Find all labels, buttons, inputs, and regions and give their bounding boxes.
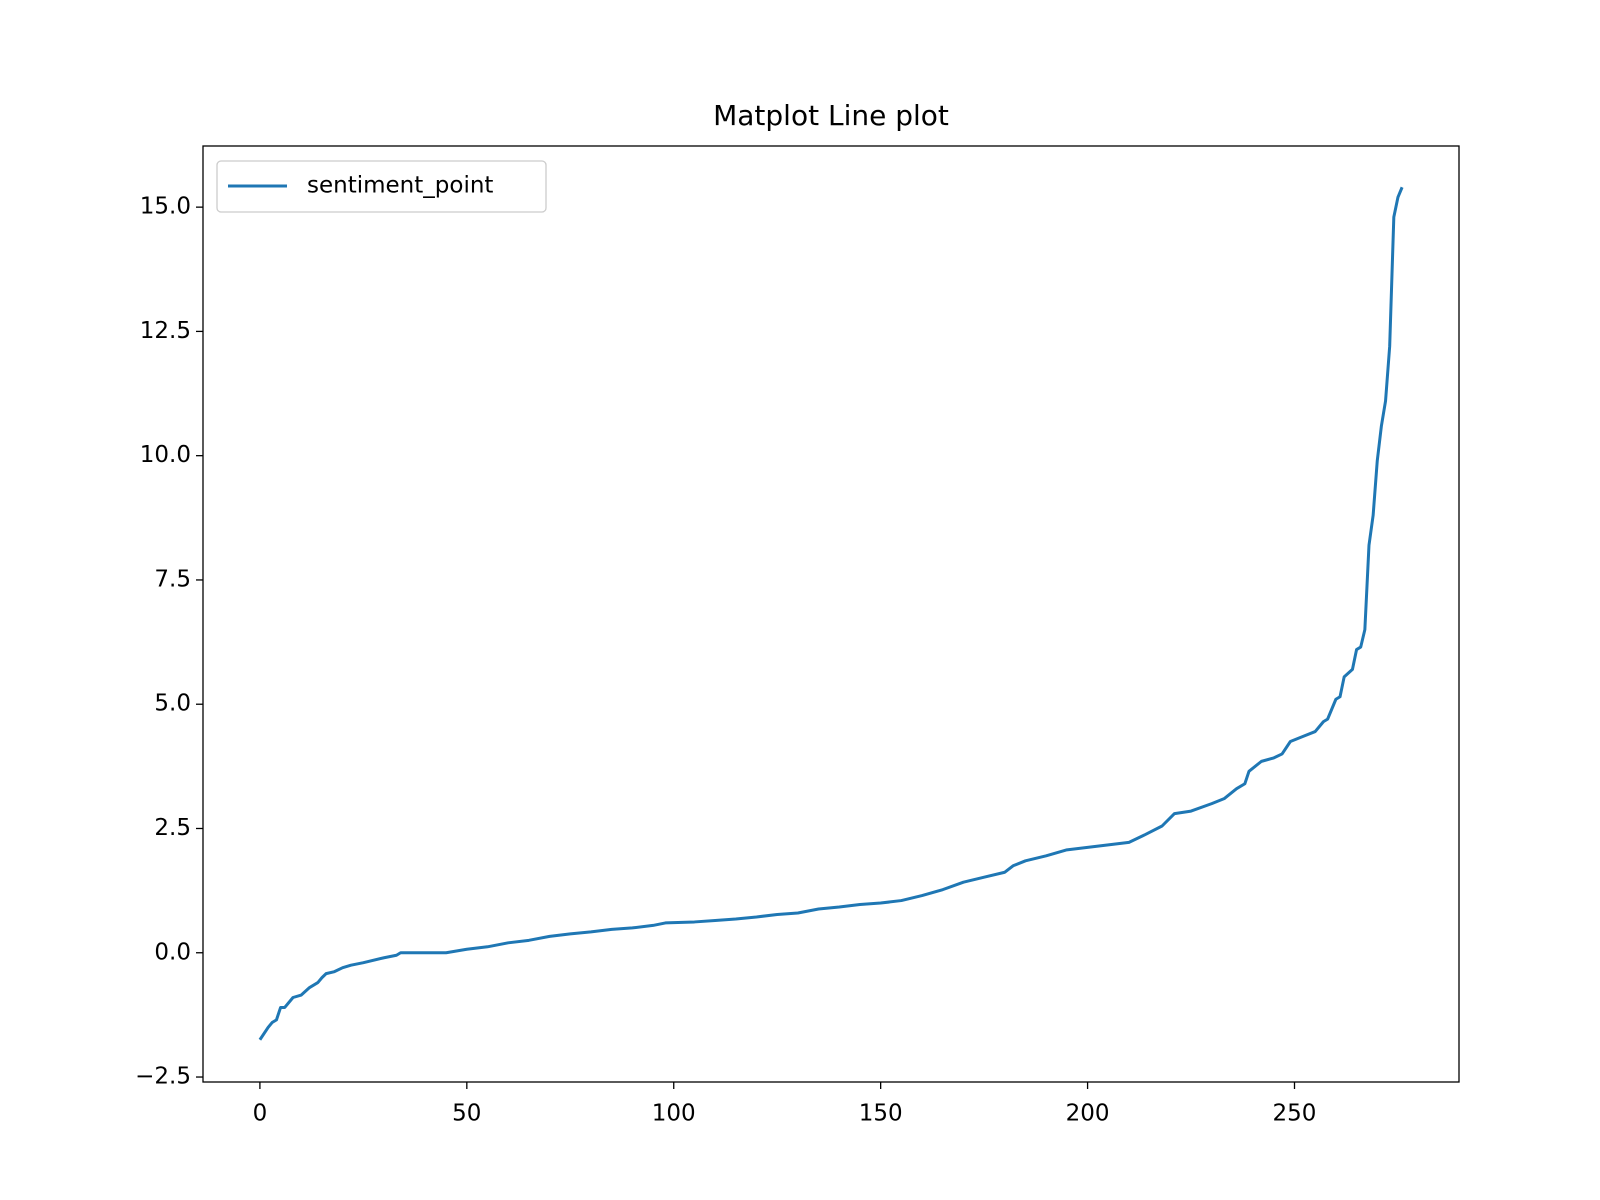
y-tick-label: −2.5 xyxy=(135,1064,191,1090)
chart-title: Matplot Line plot xyxy=(713,99,949,132)
x-tick-label: 0 xyxy=(253,1101,268,1127)
x-tick-label: 200 xyxy=(1066,1101,1110,1127)
y-tick-label: 12.5 xyxy=(140,318,191,344)
x-tick-label: 100 xyxy=(652,1101,696,1127)
y-tick-label: 2.5 xyxy=(154,815,191,841)
x-tick-label: 50 xyxy=(452,1101,481,1127)
y-tick-label: 0.0 xyxy=(154,939,191,965)
y-tick-label: 5.0 xyxy=(154,691,191,717)
legend-label: sentiment_point xyxy=(307,173,493,199)
y-tick-label: 7.5 xyxy=(154,566,191,592)
x-tick-label: 150 xyxy=(859,1101,903,1127)
y-tick-label: 10.0 xyxy=(140,442,191,468)
y-tick-label: 15.0 xyxy=(140,194,191,220)
legend-box xyxy=(216,160,547,213)
line-series xyxy=(258,186,1404,1041)
plot-frame xyxy=(202,145,1460,1083)
x-tick-label: 250 xyxy=(1273,1101,1317,1127)
